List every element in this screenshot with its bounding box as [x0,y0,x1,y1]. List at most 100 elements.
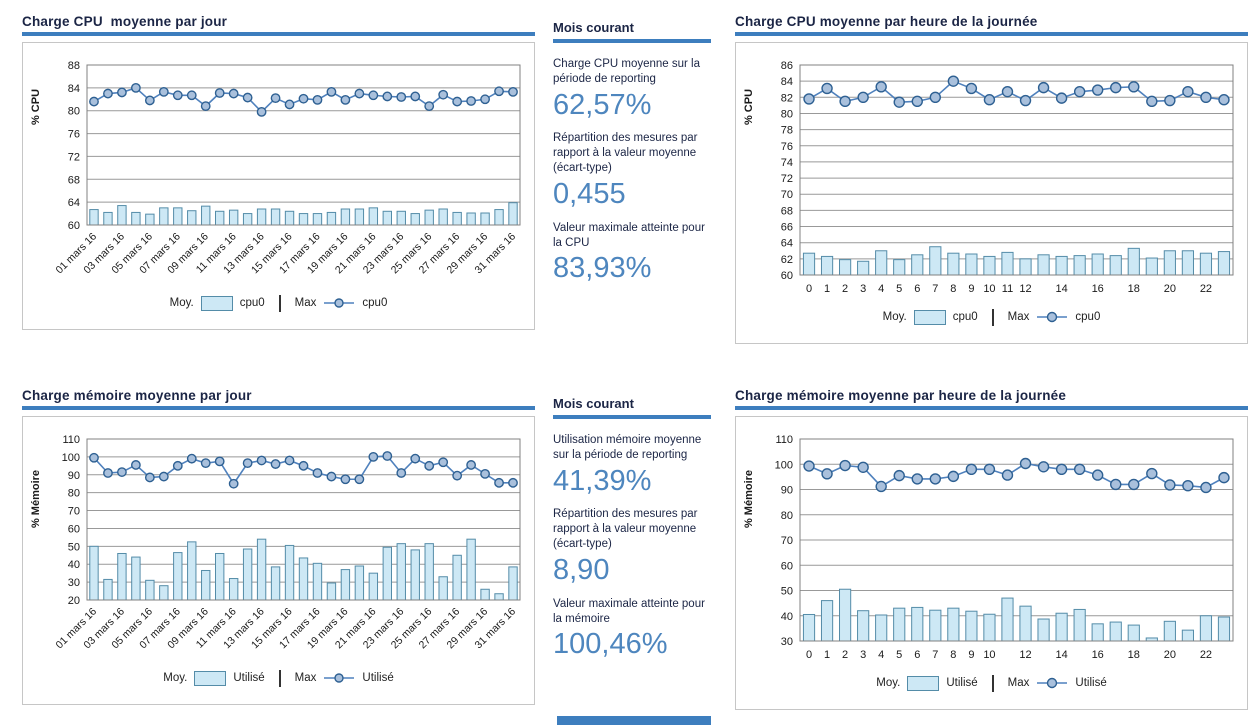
svg-text:70: 70 [781,189,793,201]
legend-max-label: Max [1007,677,1030,689]
memory-stats-panel: Mois courant Utilisation mémoire moyenne… [553,396,711,660]
legend-avg-label: Moy. [169,297,194,309]
mem-daily-panel: Charge mémoire moyenne par jour 20 30 40 50… [22,388,535,705]
svg-text:72: 72 [781,173,793,185]
svg-text:% Mémoire: % Mémoire [30,470,42,528]
svg-text:68: 68 [68,174,80,186]
legend-divider [991,674,994,692]
svg-text:72: 72 [68,151,80,163]
svg-text:4: 4 [878,283,884,295]
svg-text:12: 12 [1019,649,1031,661]
stat-value: 41,39% [553,464,652,497]
max-line-marker-icon [1037,311,1068,323]
svg-text:76: 76 [781,141,793,153]
svg-text:4: 4 [878,649,884,661]
cpu-hourly-panel: Charge CPU moyenne par heure de la journ… [735,14,1248,344]
svg-text:6: 6 [914,283,920,295]
svg-text:16: 16 [1092,649,1104,661]
svg-text:30: 30 [781,636,793,648]
svg-text:2: 2 [842,649,848,661]
svg-text:90: 90 [68,470,80,482]
partial-section-rule [557,716,711,725]
stat-label: Répartition des mesures par rapport à la… [553,132,698,175]
stats-header-underline [553,39,711,43]
stat-value: 62,57% [553,88,652,121]
stat-value: 100,46% [553,628,668,661]
chart-legend: Moy. cpu0 Max cpu0 [169,289,388,317]
svg-text:88: 88 [68,60,80,72]
svg-text:74: 74 [781,157,793,169]
svg-text:62: 62 [781,254,793,266]
stat-label: Valeur maximale atteinte pour la CPU [553,221,705,249]
max-line-marker-icon [324,673,355,683]
svg-text:% Mémoire: % Mémoire [743,470,755,528]
svg-text:20: 20 [1164,649,1176,661]
chart-box: 60 62 64 66 68 70 72 74 76 78 80 82 84 86% CPU 0 1 2 3 4 5 6… [735,42,1248,344]
svg-text:8: 8 [950,649,956,661]
svg-text:11: 11 [1002,283,1013,295]
svg-text:22: 22 [1200,649,1212,661]
svg-text:80: 80 [781,108,793,120]
stats-header: Mois courant [553,396,634,411]
stat-value: 83,93% [553,252,652,285]
legend-max-label: Max [294,297,317,309]
svg-text:60: 60 [68,220,80,232]
svg-text:60: 60 [68,523,80,535]
title-underline [22,32,535,36]
chart-title: Charge CPU moyenne par heure de la journ… [735,14,1038,29]
svg-text:78: 78 [781,125,793,137]
svg-text:7: 7 [932,283,938,295]
stat-label: Valeur maximale atteinte pour la mémoire [553,597,705,625]
svg-text:3: 3 [860,649,866,661]
avg-bar-swatch [200,295,233,311]
title-underline [735,406,1248,410]
svg-text:80: 80 [781,510,793,522]
legend-avg-series: Utilisé [233,672,265,684]
chart-box: 20 30 40 50 60 70 80 90 100 110% Mémoire 01 mars 1… [22,416,535,705]
legend-avg-series: cpu0 [952,311,978,323]
svg-text:20: 20 [68,595,80,607]
svg-text:64: 64 [68,197,80,209]
svg-text:1: 1 [824,649,830,661]
chart-legend: Moy. cpu0 Max cpu0 [883,303,1101,331]
legend-max-series: Utilisé [1075,677,1107,689]
legend-max-label: Max [294,672,317,684]
stat-label: Charge CPU moyenne sur la période de rep… [553,58,701,85]
stat-label: Répartition des mesures par rapport à la… [553,508,698,551]
legend-avg-label: Moy. [876,677,901,689]
chart-title: Charge mémoire moyenne par heure de la j… [735,388,1067,403]
svg-text:80: 80 [68,488,80,500]
svg-text:30: 30 [68,577,80,589]
svg-text:7: 7 [932,649,938,661]
title-underline [735,32,1248,36]
cpu-stats-panel: Mois courant Charge CPU moyenne sur la p… [553,20,711,284]
svg-text:82: 82 [781,92,793,104]
svg-text:80: 80 [68,106,80,118]
svg-text:86: 86 [781,60,793,72]
svg-text:16: 16 [1092,283,1104,295]
svg-text:66: 66 [781,222,793,234]
max-line-marker-icon [1037,677,1068,689]
svg-text:50: 50 [781,586,793,598]
svg-text:100: 100 [62,452,80,464]
svg-text:0: 0 [806,649,812,661]
chart-box: 30 40 50 60 70 80 90 100 110% Mémoire 0 1 2 3 4 5 6 7 8 9 1… [735,416,1248,710]
legend-avg-series: cpu0 [239,297,265,309]
svg-text:18: 18 [1128,649,1140,661]
svg-text:110: 110 [775,434,793,446]
legend-max-series: cpu0 [1075,311,1101,323]
svg-text:% CPU: % CPU [743,89,755,125]
svg-text:% CPU: % CPU [30,89,42,125]
svg-text:9: 9 [968,649,974,661]
title-underline [22,406,535,410]
legend-max-series: cpu0 [362,297,388,309]
legend-divider [278,669,281,687]
svg-text:1: 1 [824,283,830,295]
svg-text:18: 18 [1128,283,1140,295]
svg-text:14: 14 [1055,649,1067,661]
svg-text:20: 20 [1164,283,1176,295]
avg-bar-swatch [913,309,946,325]
